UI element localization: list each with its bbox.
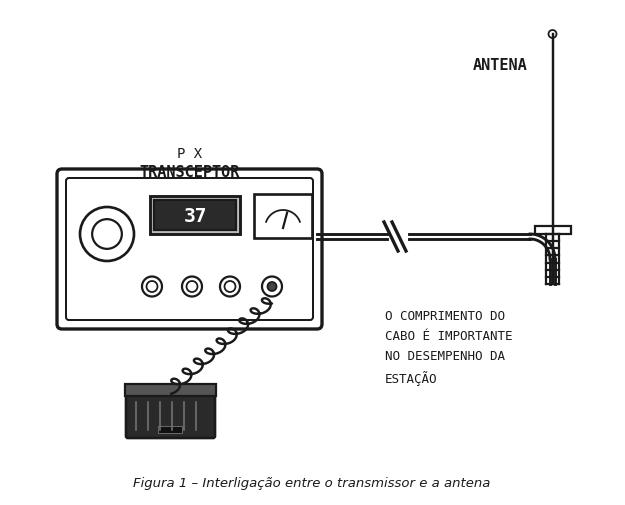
FancyBboxPatch shape	[126, 392, 215, 438]
Bar	[125, 384, 216, 396]
Text: O COMPRIMENTO DO
CABO É IMPORTANTE
NO DESEMPENHO DA
ESTAÇÃO: O COMPRIMENTO DO CABO É IMPORTANTE NO DE…	[385, 310, 512, 386]
Text: 37: 37	[183, 206, 207, 225]
Circle shape	[220, 277, 240, 297]
Circle shape	[268, 282, 276, 291]
FancyBboxPatch shape	[57, 170, 322, 329]
Bar	[254, 194, 312, 238]
Circle shape	[182, 277, 202, 297]
Circle shape	[142, 277, 162, 297]
Bar	[534, 227, 571, 234]
FancyBboxPatch shape	[66, 179, 313, 320]
Text: ANTENA: ANTENA	[472, 58, 528, 72]
Circle shape	[262, 277, 282, 297]
Text: P X: P X	[177, 147, 202, 161]
Circle shape	[224, 281, 236, 292]
Text: TRANSCEPTOR: TRANSCEPTOR	[139, 165, 240, 180]
Circle shape	[186, 281, 198, 292]
Circle shape	[80, 208, 134, 262]
Text: Figura 1 – Interligação entre o transmissor e a antena: Figura 1 – Interligação entre o transmis…	[133, 476, 491, 489]
Bar	[158, 426, 182, 433]
Bar	[150, 196, 240, 234]
Bar	[154, 200, 236, 231]
Circle shape	[549, 31, 556, 39]
Circle shape	[146, 281, 158, 292]
Circle shape	[92, 220, 122, 249]
